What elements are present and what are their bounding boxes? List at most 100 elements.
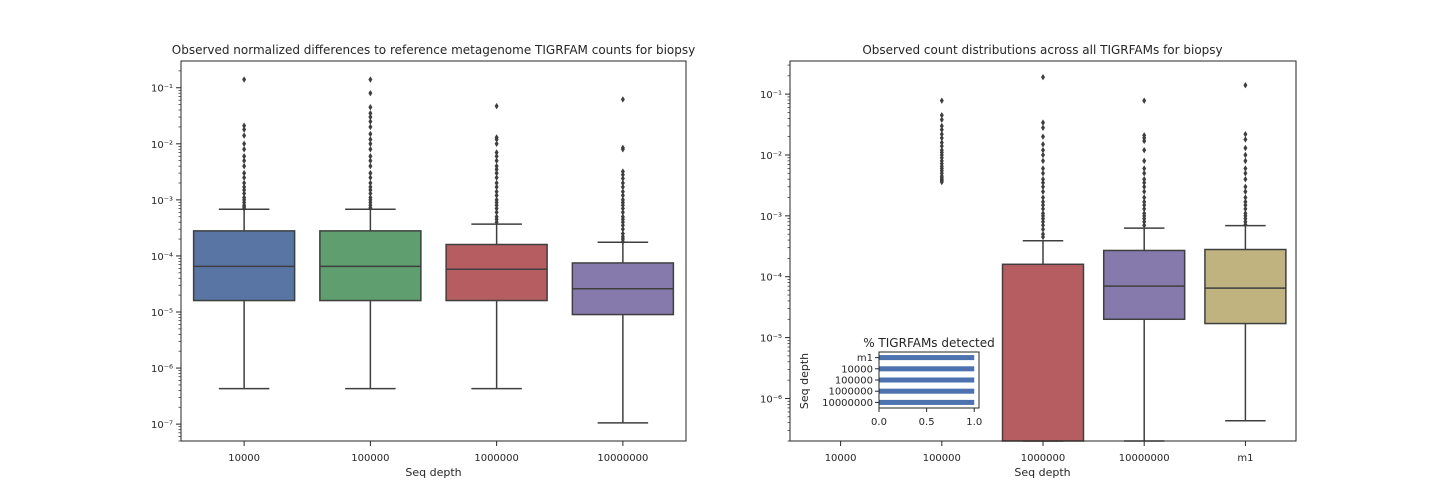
right-chart-m1-outlier	[1243, 183, 1248, 191]
left-chart-ytick-label: 10⁻⁵	[151, 308, 173, 319]
right-chart-m1-outlier	[1243, 82, 1248, 89]
right-chart-xtick-label: 100000	[923, 453, 961, 464]
right-chart-m1-outlier	[1243, 221, 1248, 228]
right-chart-10000000-outlier	[1142, 97, 1147, 104]
left-chart-10000000-outlier	[620, 209, 625, 216]
right-chart-m1-outlier	[1243, 188, 1248, 195]
right-chart-xlabel: Seq depth	[1014, 466, 1070, 479]
right-chart-10000000-outlier	[1142, 222, 1147, 229]
right-chart-100000-outlier	[939, 122, 944, 130]
right-chart-1000000-outlier	[1041, 218, 1045, 225]
left-chart-100000-outlier	[368, 169, 373, 177]
right-chart-m1-outlier	[1243, 136, 1248, 143]
left-chart-10000-outlier	[242, 157, 247, 164]
right-chart-xtick-label: 10000000	[1119, 453, 1170, 464]
left-chart-10000-outlier	[242, 190, 247, 197]
right-chart-1000000-outlier	[1041, 73, 1045, 81]
right-chart-1000000-outlier	[1041, 157, 1045, 165]
right-chart-ytick-label: 10⁻¹	[760, 90, 782, 101]
left-chart-10000-outlier	[242, 169, 247, 177]
left-chart-10000000-outlier	[620, 179, 625, 187]
right-chart-1000000-outlier	[1041, 188, 1045, 195]
right-chart-ytick-label: 10⁻³	[760, 212, 782, 223]
left-chart-1000000-box	[445, 243, 548, 302]
right-chart-10000000-outlier	[1142, 194, 1147, 201]
left-chart-100000-outlier	[368, 162, 373, 170]
left-chart-100000-outlier	[368, 123, 373, 131]
right-chart-1000000-outlier	[1041, 194, 1045, 201]
left-chart-10000-outlier	[242, 205, 247, 212]
left-chart-10000000-outlier	[620, 192, 625, 199]
inset-axes-frame	[878, 351, 980, 409]
left-chart-ytick-label: 10⁻⁶	[151, 364, 173, 375]
right-chart-100000-outlier	[939, 134, 944, 142]
left-chart-marks	[192, 76, 675, 424]
left-chart-1000000-outlier	[494, 157, 499, 164]
right-chart-10000000-outlier	[1142, 165, 1147, 172]
inset-bar-1000000	[879, 388, 975, 394]
left-chart-10000000-outlier	[620, 183, 625, 191]
right-chart-1000000-outlier	[1041, 201, 1045, 209]
right-chart-ytick-label: 10⁻²	[760, 151, 782, 162]
inset-bar-10000000	[879, 399, 975, 405]
inset-chart-marks	[879, 355, 975, 405]
right-chart-m1-outlier	[1243, 205, 1248, 213]
left-chart-10000-outlier	[242, 146, 247, 153]
right-chart-m1-box	[1204, 248, 1287, 325]
inset-bar-100000	[879, 377, 975, 383]
left-chart-xtick-label: 100000	[351, 453, 389, 464]
right-chart-m1-outlier	[1243, 165, 1248, 172]
right-chart-100000-outlier	[939, 126, 944, 133]
left-chart-xlabel: Seq depth	[405, 466, 461, 479]
inset-chart-title: % TIGRFAMs detected	[863, 336, 995, 350]
left-chart-100000-outlier	[368, 110, 373, 117]
left-chart-10000-outlier	[242, 76, 247, 83]
right-chart-100000-outlier	[939, 116, 944, 123]
left-chart-10000000-outlier	[620, 218, 625, 226]
left-chart-100000-outlier	[368, 157, 373, 164]
left-chart-100000-outlier	[368, 130, 373, 138]
right-chart-1000000-outlier	[1041, 165, 1045, 172]
right-chart-1000000-outlier	[1041, 119, 1045, 126]
left-chart-10000-outlier	[242, 126, 247, 133]
left-chart-1000000-outlier	[494, 179, 499, 187]
left-chart-10000-outlier	[242, 174, 247, 181]
left-chart-ytick-label: 10⁻³	[151, 196, 173, 207]
inset-ytick-label: 1000000	[828, 387, 873, 398]
right-chart-1000000-outlier	[1041, 222, 1045, 229]
left-chart-10000000-outlier	[620, 96, 625, 103]
left-chart-100000-outlier	[368, 118, 373, 125]
left-chart-10000000-outlier	[620, 171, 625, 179]
left-chart-10000000-outlier	[620, 225, 625, 233]
inset-xtick-label: 0.5	[919, 417, 935, 428]
left-chart-100000-outlier	[368, 146, 373, 153]
left-chart-10000000-outlier	[620, 175, 625, 182]
right-chart-xtick-label: 10000	[825, 453, 857, 464]
right-chart-ytick-label: 10⁻⁴	[760, 273, 782, 284]
left-chart-100000-outlier	[368, 174, 373, 181]
left-chart-ytick-label: 10⁻⁴	[151, 252, 173, 263]
right-chart-m1-outlier	[1243, 194, 1248, 201]
right-chart: Observed count distributions across all …	[760, 43, 1297, 479]
right-chart-m1-outlier	[1243, 201, 1248, 209]
left-chart-100000-outlier	[368, 89, 373, 97]
left-chart-1000000-outlier	[494, 183, 499, 191]
left-chart-1000000-outlier	[494, 166, 499, 173]
left-chart-100000-outlier	[368, 204, 373, 212]
left-chart-1000000-outlier	[494, 153, 499, 160]
left-chart-1000000-outlier	[494, 202, 499, 209]
left-chart-10000000-outlier	[620, 168, 625, 175]
left-chart-1000000-outlier	[494, 136, 499, 143]
inset-xtick-label: 1.0	[966, 417, 982, 428]
right-chart-1000000-outlier	[1041, 170, 1045, 177]
left-chart-100000-outlier	[368, 103, 373, 111]
left-chart-1000000-outlier	[494, 149, 499, 156]
right-chart-100000-outlier	[939, 139, 944, 146]
right-chart-1000000-outlier	[1041, 176, 1045, 183]
left-chart-10000000-outlier	[620, 146, 625, 153]
left-chart-10000-outlier	[242, 179, 247, 187]
right-chart-10000000-outlier	[1142, 198, 1147, 206]
inset-chart-ylabel: Seq depth	[798, 353, 811, 409]
